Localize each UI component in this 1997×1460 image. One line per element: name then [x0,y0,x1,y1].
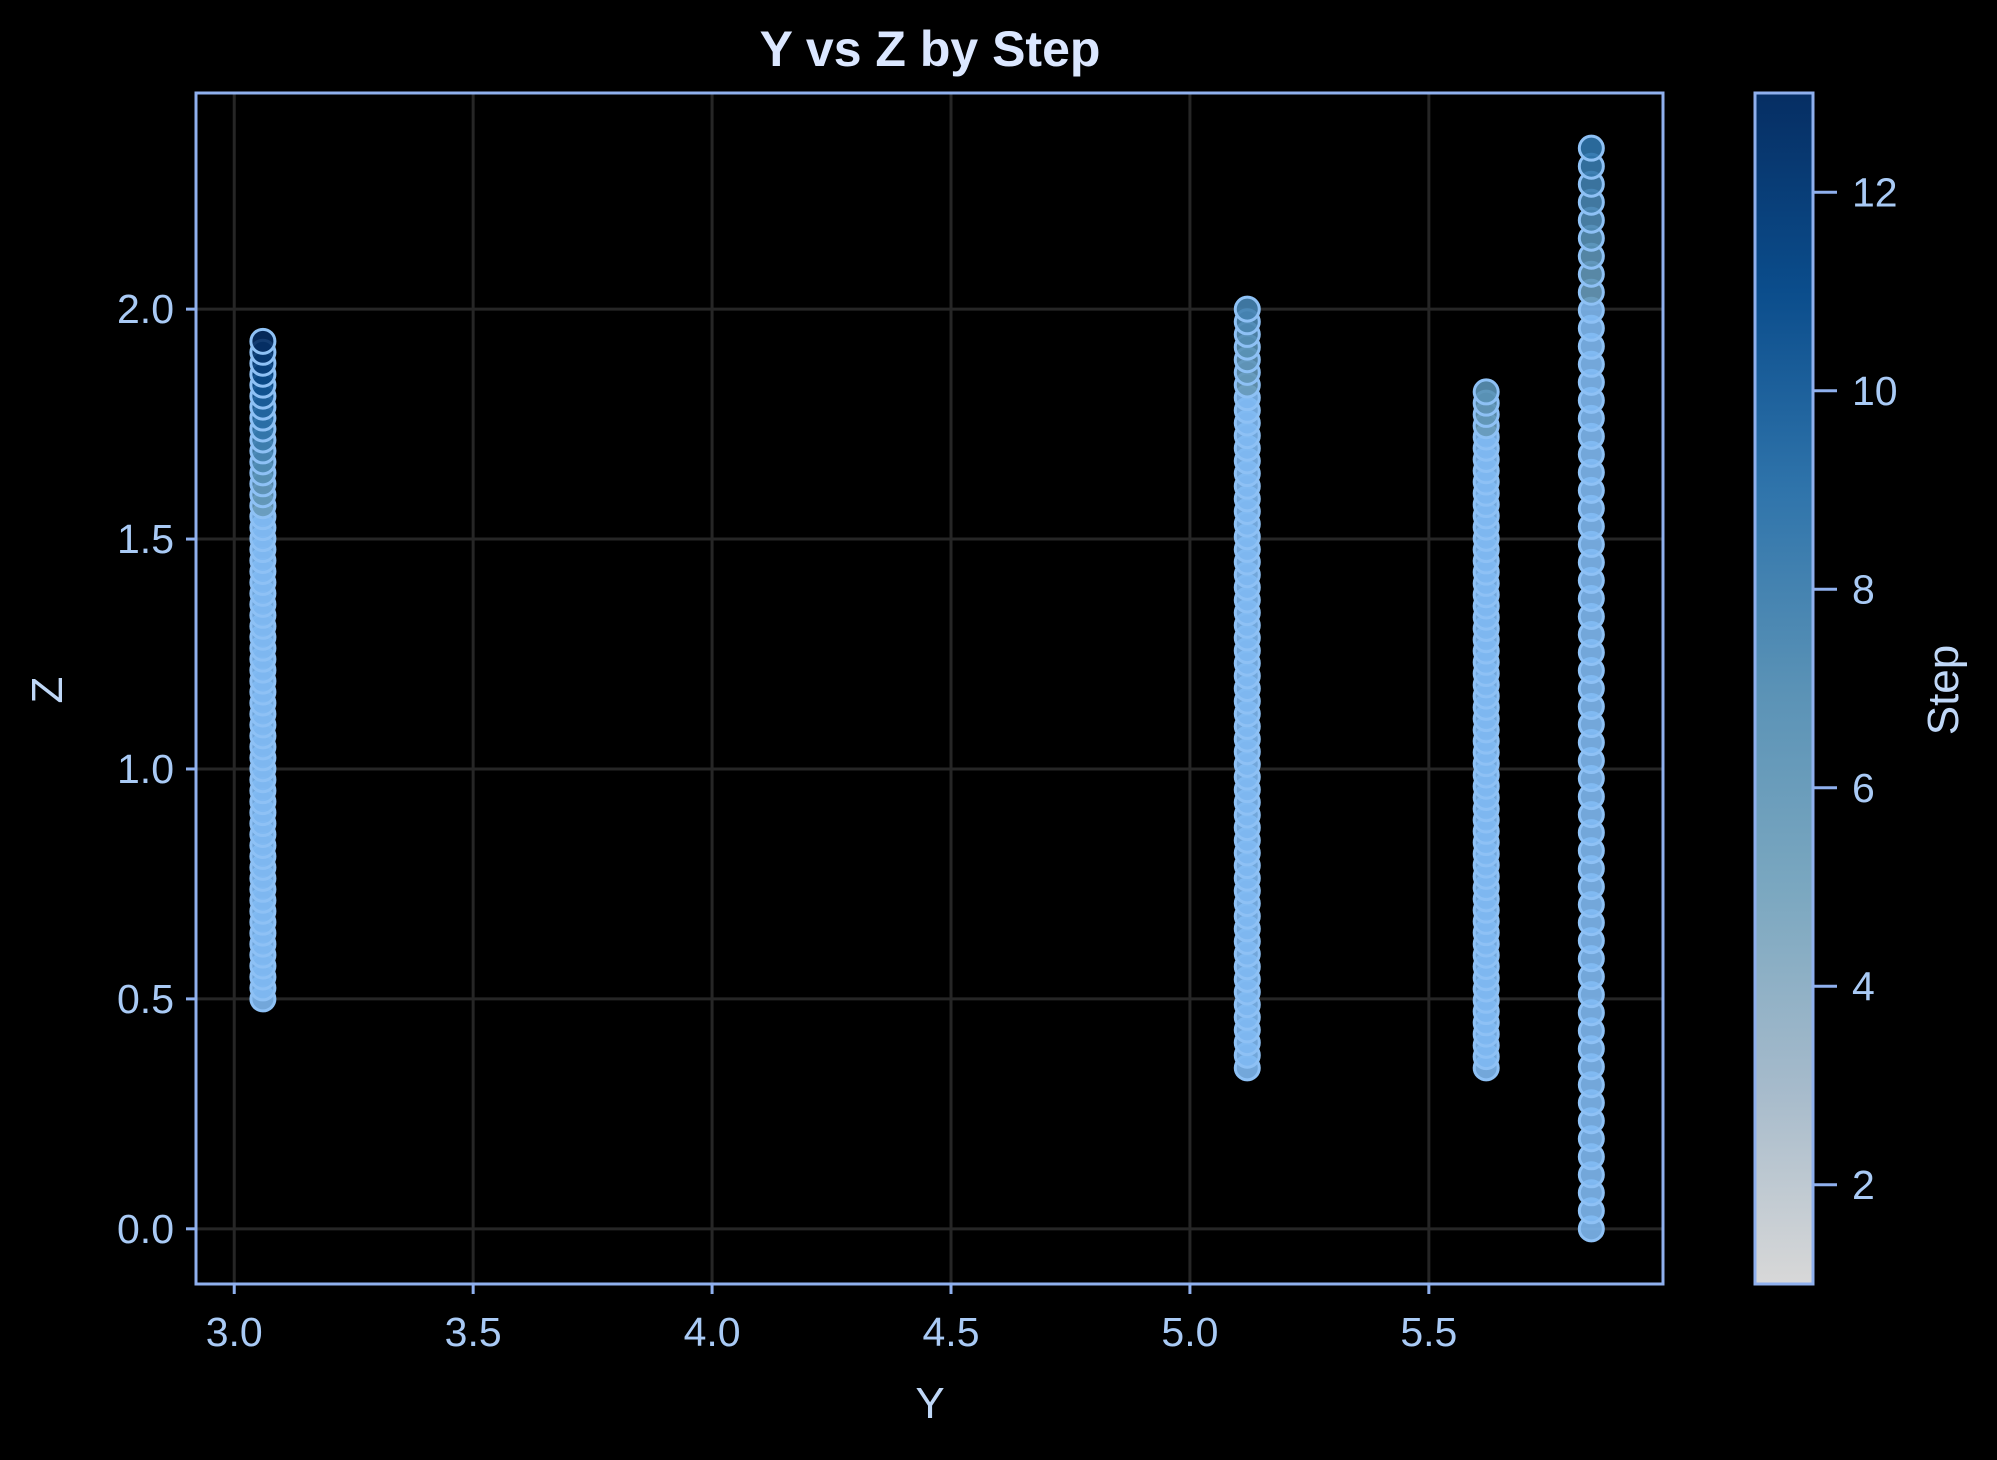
chart-title: Y vs Z by Step [760,21,1101,77]
grid [196,93,1663,1284]
colorbar-ticks: 2 4 6 8 10 12 [1813,169,1898,1208]
colorbar-tick-label: 8 [1852,566,1875,612]
y-tick-label: 0.5 [117,976,174,1022]
y-axis-label: Z [23,677,72,704]
y-tick-label: 1.0 [117,746,174,792]
data-point [1233,295,1261,323]
colorbar [1753,91,1815,1286]
y-tick-label: 2.0 [117,286,174,332]
y-tick-label: 0.0 [117,1206,174,1252]
x-tick-label: 3.5 [445,1309,502,1355]
colorbar-tick-label: 10 [1852,368,1898,414]
x-tick-label: 3.0 [206,1309,263,1355]
x-axis: 3.0 3.5 4.0 4.5 5.0 5.5 [206,1284,1457,1355]
x-tick-label: 5.5 [1400,1309,1457,1355]
plot-frame [194,91,1665,1286]
data-points [249,134,1605,1243]
series-column [249,327,277,1013]
x-axis-label: Y [915,1379,944,1428]
series-column [1472,378,1500,1082]
x-tick-label: 5.0 [1161,1309,1218,1355]
data-point [1577,134,1605,162]
colorbar-tick-label: 12 [1852,169,1898,215]
data-point [249,327,277,355]
y-axis: 0.0 0.5 1.0 1.5 2.0 [117,286,196,1252]
x-tick-label: 4.5 [923,1309,980,1355]
colorbar-tick-label: 6 [1852,765,1875,811]
y-tick-label: 1.5 [117,516,174,562]
colorbar-tick-label: 2 [1852,1162,1875,1208]
colorbar-label: Step [1919,645,1968,736]
series-column [1577,134,1605,1243]
colorbar-tick-label: 4 [1852,963,1875,1009]
series-column [1233,295,1261,1082]
data-point [1472,378,1500,406]
x-tick-label: 4.0 [684,1309,741,1355]
